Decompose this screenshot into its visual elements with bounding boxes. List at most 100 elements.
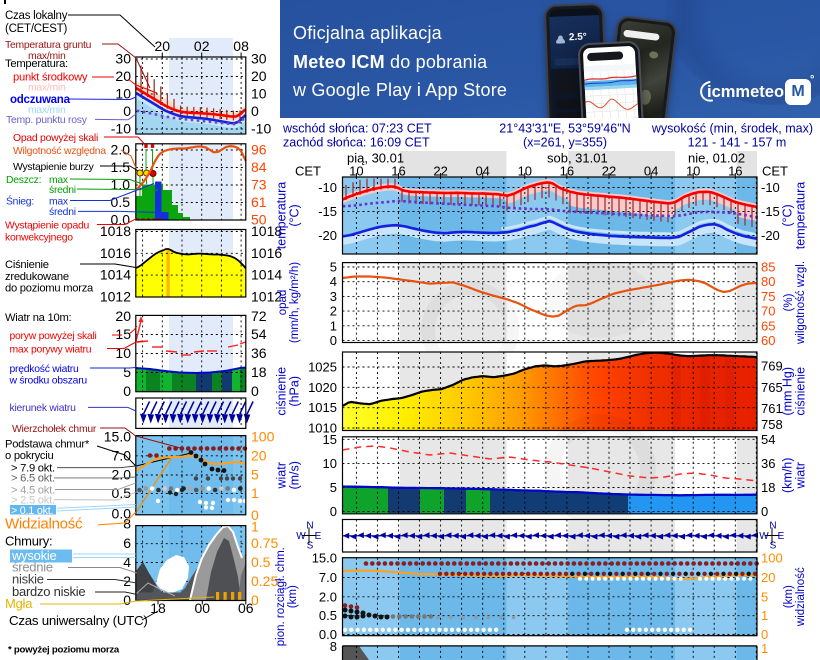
- svg-text:temperatura: temperatura: [794, 182, 808, 249]
- svg-text:10: 10: [251, 86, 267, 102]
- svg-text:0: 0: [251, 383, 259, 399]
- svg-text:W: W: [296, 531, 306, 542]
- svg-text:61: 61: [251, 194, 267, 210]
- svg-text:06: 06: [238, 600, 254, 616]
- svg-text:73: 73: [251, 177, 267, 193]
- svg-text:0: 0: [251, 507, 259, 523]
- svg-text:wysokość (min, środek, max): wysokość (min, środek, max): [651, 122, 813, 136]
- svg-text:-10: -10: [761, 180, 780, 195]
- svg-text:1: 1: [761, 641, 768, 656]
- svg-text:> 0.1 okt.: > 0.1 okt.: [11, 505, 53, 517]
- svg-text:(km): (km): [783, 585, 795, 608]
- svg-text:2: 2: [330, 304, 337, 319]
- svg-text:0: 0: [123, 592, 131, 608]
- svg-text:1: 1: [761, 608, 768, 623]
- svg-text:N: N: [306, 521, 313, 532]
- svg-text:ciśnienie: ciśnienie: [275, 367, 289, 416]
- svg-text:20: 20: [155, 38, 171, 54]
- svg-text:2.0: 2.0: [112, 467, 132, 483]
- svg-text:1018: 1018: [251, 223, 282, 239]
- svg-text:konwekcyjnego: konwekcyjnego: [5, 232, 73, 243]
- svg-text:1: 1: [251, 485, 259, 501]
- svg-text:50: 50: [251, 212, 267, 228]
- svg-text:1: 1: [251, 519, 259, 535]
- svg-text:0: 0: [330, 333, 337, 348]
- svg-text:1020: 1020: [308, 380, 337, 395]
- svg-text:ciśnienie: ciśnienie: [794, 367, 808, 416]
- svg-text:Wierzchołek chmur: Wierzchołek chmur: [12, 424, 97, 435]
- svg-text:10: 10: [115, 86, 131, 102]
- svg-text:0.0: 0.0: [319, 627, 337, 642]
- svg-text:0.25: 0.25: [251, 573, 278, 589]
- svg-text:4: 4: [330, 274, 337, 289]
- svg-text:16: 16: [560, 164, 574, 179]
- svg-text:E: E: [315, 531, 322, 542]
- svg-text:zredukowane: zredukowane: [5, 271, 69, 283]
- svg-text:0.0: 0.0: [111, 212, 131, 228]
- svg-text:0: 0: [761, 627, 768, 642]
- svg-text:max: max: [49, 175, 69, 186]
- svg-text:opad: opad: [277, 290, 289, 316]
- svg-text:1012: 1012: [251, 288, 282, 304]
- svg-text:nie, 01.02: nie, 01.02: [688, 151, 745, 166]
- svg-text:Śnieg:: Śnieg:: [6, 194, 34, 207]
- svg-text:1012: 1012: [100, 288, 131, 304]
- svg-text:(hPa): (hPa): [288, 376, 302, 407]
- svg-text:765: 765: [761, 380, 783, 395]
- svg-text:sob, 31.01: sob, 31.01: [547, 151, 608, 166]
- svg-text:odczuwana: odczuwana: [10, 94, 71, 106]
- svg-text:do poziomu morza: do poziomu morza: [5, 282, 94, 294]
- svg-text:0.5: 0.5: [319, 608, 337, 623]
- svg-text:769: 769: [761, 359, 783, 374]
- svg-text:CET: CET: [762, 164, 788, 179]
- svg-text:Opad powyżej skali: Opad powyżej skali: [13, 133, 98, 144]
- svg-text:1014: 1014: [100, 267, 131, 283]
- svg-text:6: 6: [123, 535, 131, 551]
- svg-text:1025: 1025: [308, 360, 337, 375]
- svg-text:0: 0: [251, 103, 259, 119]
- svg-text:wiatr: wiatr: [794, 462, 808, 489]
- svg-text:max/min: max/min: [28, 51, 66, 62]
- svg-text:Temperatura gruntu: Temperatura gruntu: [5, 40, 92, 51]
- svg-text:30: 30: [115, 51, 131, 67]
- svg-text:65: 65: [761, 318, 775, 333]
- svg-text:758: 758: [761, 417, 783, 432]
- svg-text:121 - 141 - 157 m: 121 - 141 - 157 m: [688, 136, 787, 150]
- svg-text:15: 15: [323, 432, 337, 447]
- svg-text:-10: -10: [111, 121, 131, 137]
- svg-text:10: 10: [115, 345, 131, 361]
- svg-text:Widzialność: Widzialność: [5, 516, 83, 533]
- svg-text:1.0: 1.0: [111, 177, 131, 193]
- svg-text:2.0: 2.0: [319, 589, 337, 604]
- svg-text:punkt środkowy: punkt środkowy: [13, 71, 88, 83]
- svg-text:widzialność: widzialność: [795, 567, 807, 627]
- svg-text:100: 100: [761, 551, 783, 566]
- svg-text:wysokie: wysokie: [11, 548, 57, 563]
- svg-text:84: 84: [251, 159, 267, 175]
- svg-text:max/min: max/min: [28, 105, 66, 116]
- svg-text:średni: średni: [49, 207, 76, 218]
- svg-text:(CET/CEST): (CET/CEST): [5, 23, 67, 35]
- svg-text:(km): (km): [287, 585, 299, 608]
- svg-text:(x=261, y=355): (x=261, y=355): [523, 136, 607, 150]
- svg-text:75: 75: [761, 289, 775, 304]
- svg-text:max porywy wiatru: max porywy wiatru: [10, 344, 92, 355]
- svg-text:w środku obszaru: w środku obszaru: [9, 375, 88, 386]
- svg-text:N: N: [769, 521, 776, 532]
- svg-text:wilgotność wzgl.: wilgotność wzgl.: [795, 261, 807, 345]
- svg-text:20: 20: [761, 570, 775, 585]
- svg-text:(mm/h, kg/m²/h): (mm/h, kg/m²/h): [289, 262, 301, 343]
- svg-text:S: S: [307, 541, 314, 552]
- svg-text:średnie: średnie: [12, 559, 53, 574]
- svg-text:22: 22: [602, 164, 616, 179]
- svg-text:0: 0: [330, 504, 337, 519]
- svg-text:15.0: 15.0: [312, 551, 337, 566]
- svg-text:-15: -15: [318, 204, 337, 219]
- svg-text:54: 54: [761, 432, 775, 447]
- svg-text:niskie: niskie: [12, 571, 44, 586]
- svg-text:1.5: 1.5: [111, 159, 131, 175]
- svg-text:04: 04: [475, 164, 489, 179]
- svg-text:(mm Hg): (mm Hg): [781, 367, 795, 416]
- svg-text:7.0: 7.0: [112, 447, 132, 463]
- svg-text:1015: 1015: [308, 400, 337, 415]
